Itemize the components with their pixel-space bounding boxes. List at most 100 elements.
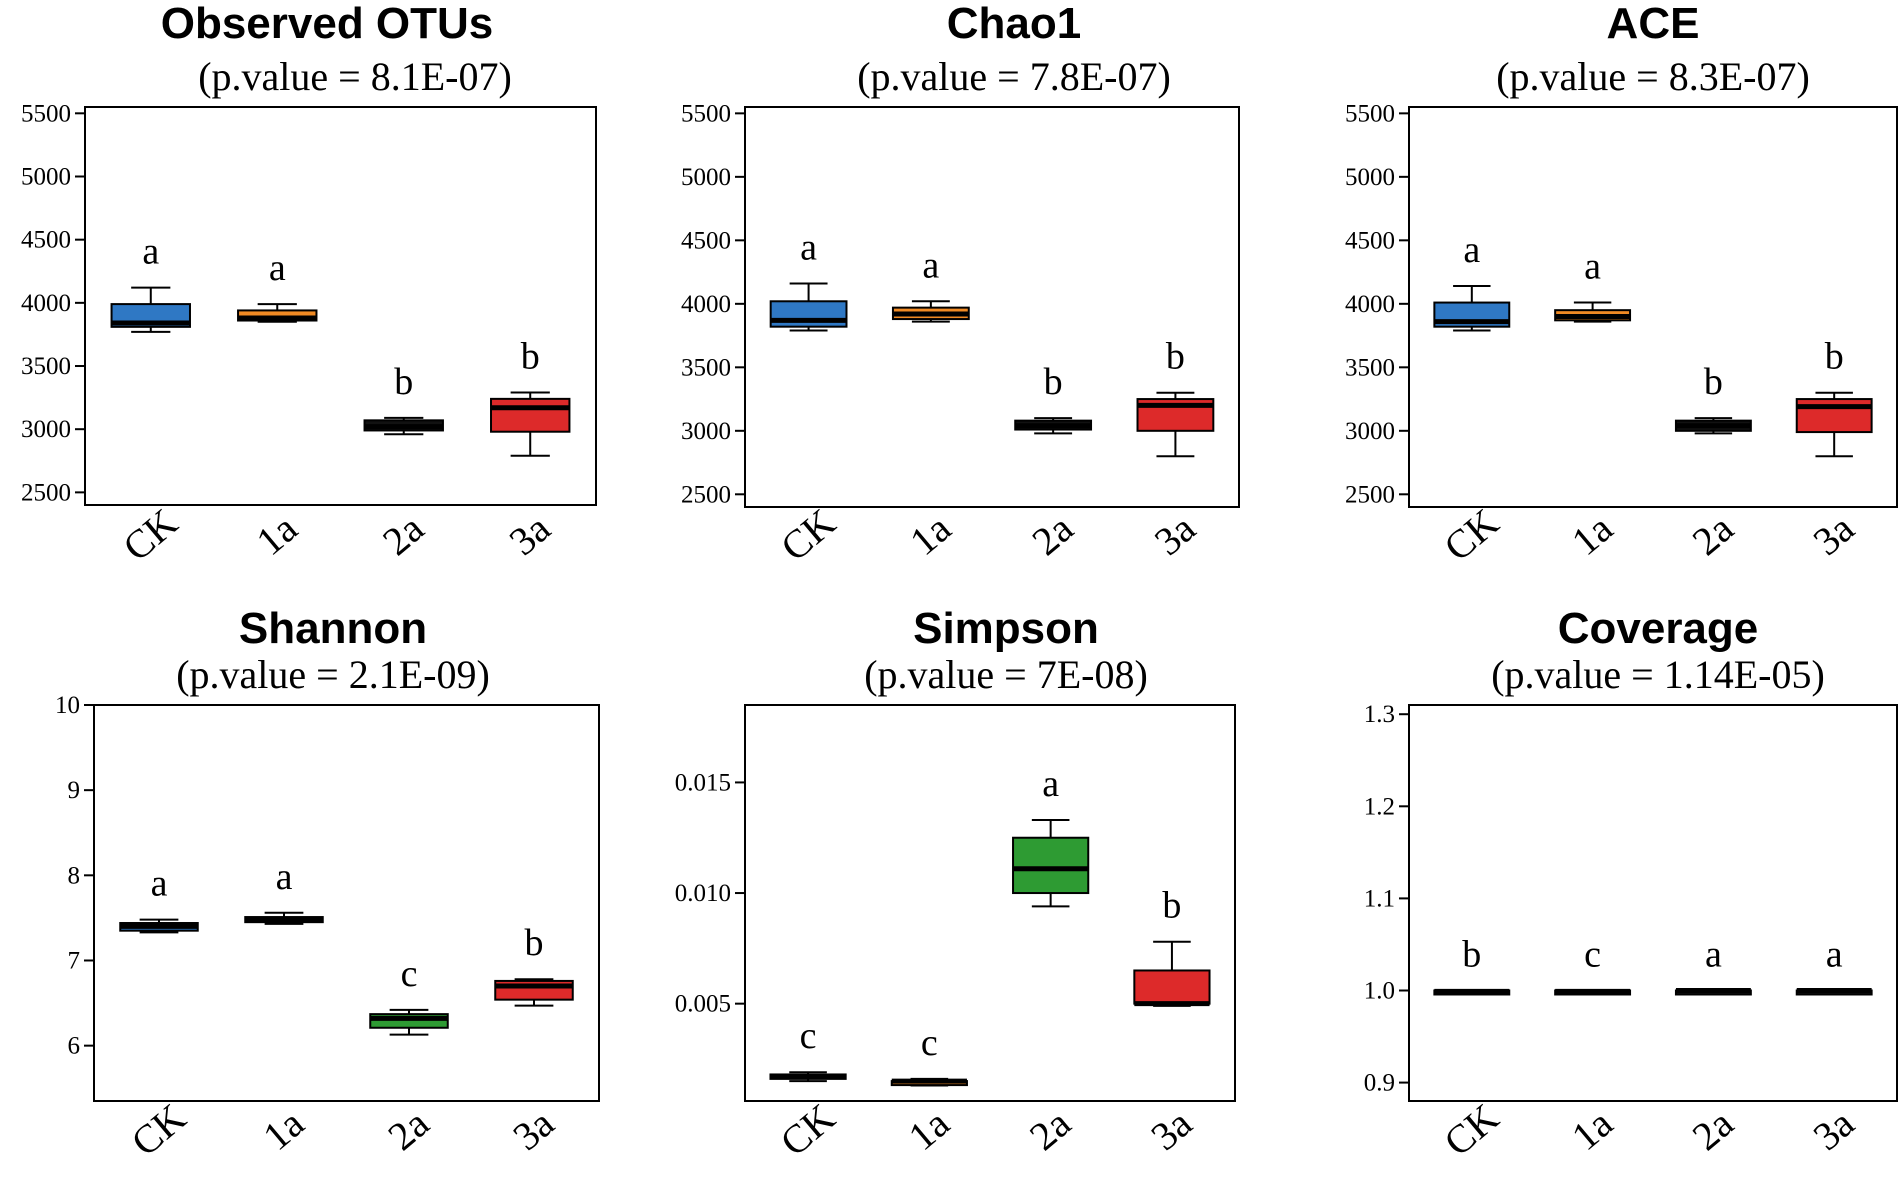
y-tick-label: 2500 [21,479,71,506]
box-2a: a 2a [1674,933,1752,1159]
category-label: CK [1435,499,1507,569]
y-tick-label: 1.2 [1364,793,1395,820]
box-body [769,300,848,328]
y-tick-label: 0.010 [675,880,731,907]
category-label: 3a [1805,1100,1863,1159]
y-tick-label: 4500 [1345,227,1395,254]
panel-title: Coverage [1558,604,1759,653]
y-tick-label: 4000 [1345,291,1395,318]
significance-letter: a [276,856,293,898]
significance-letter: a [1463,229,1480,271]
category-label: 2a [1024,505,1082,564]
significance-letter: c [921,1022,938,1064]
significance-letter: b [1704,361,1723,403]
significance-letter: b [1462,933,1481,975]
y-tick-label: 3500 [21,353,71,380]
category-label: 1a [254,1100,312,1159]
significance-letter: b [1162,885,1181,927]
significance-letter: a [142,231,159,273]
plot-frame [1408,704,1898,1102]
panel-subtitle: (p.value = 2.1E-09) [176,652,490,697]
significance-letter: c [800,1015,817,1057]
plot-frame [744,106,1240,508]
y-tick-label: 3000 [1345,418,1395,445]
y-tick-label: 5000 [1345,164,1395,191]
box-3a: b 3a [1136,336,1215,564]
panel-title: Simpson [913,604,1099,653]
box-3a: b 3a [1795,336,1873,564]
panel-subtitle: (p.value = 7.8E-07) [857,54,1171,99]
y-tick-label: 1.0 [1364,977,1395,1004]
category-label: 1a [1563,505,1621,564]
box-2a: b 2a [1674,361,1752,564]
y-tick-label: 1.3 [1364,701,1395,728]
y-tick-label: 0.015 [675,769,731,796]
y-tick-label: 8 [68,862,81,889]
significance-letter: a [1584,246,1601,288]
box-1a: a 1a [891,244,970,564]
box-body [490,397,571,433]
box-CK: b CK [1433,933,1511,1165]
significance-letter: b [394,361,413,403]
box-1a: a 1a [244,856,324,1159]
y-tick-label: 3000 [21,416,71,443]
box-CK: a CK [110,231,191,570]
panel-4: Shannon(p.value = 2.1E-09) 6 7 8 9 10 a CK a 1a c 2… [55,604,600,1165]
y-tick-label: 5000 [21,163,71,190]
box-2a: c 2a [369,953,449,1159]
panel-subtitle: (p.value = 8.3E-07) [1496,54,1810,99]
box-1a: c 1a [1554,933,1632,1159]
y-tick-label: 3000 [681,418,731,445]
box-CK: a CK [119,863,199,1165]
panel-1: Observed OTUs (p.value = 8.1E-07) 2500 3000… [21,0,597,570]
significance-letter: a [151,863,168,905]
category-label: 2a [1684,1100,1742,1159]
y-tick-label: 9 [68,777,81,804]
plot-frame [744,704,1236,1102]
y-tick-label: 2500 [1345,481,1395,508]
category-label: CK [123,1094,195,1164]
box-2a: b 2a [1014,361,1093,564]
y-tick-label: 4000 [21,290,71,317]
plot-frame [93,704,600,1102]
category-label: 3a [1142,1100,1200,1159]
panel-subtitle: (p.value = 1.14E-05) [1491,652,1825,697]
y-tick-label: 6 [68,1033,81,1060]
panel-3: ACE (p.value = 8.3E-07) 2500 3000 3500 4000 45… [1345,0,1898,570]
category-label: 1a [248,505,306,564]
y-tick-label: 10 [55,692,80,719]
y-tick-label: 4500 [21,227,71,254]
box-3a: b 3a [490,336,571,564]
y-tick-label: 4500 [681,227,731,254]
y-tick-label: 1.1 [1364,885,1395,912]
significance-letter: a [1705,933,1722,975]
significance-letter: a [1826,933,1843,975]
significance-letter: a [922,244,939,286]
significance-letter: a [1042,763,1059,805]
y-tick-label: 3500 [681,354,731,381]
significance-letter: c [401,953,418,995]
panel-2: Chao1 (p.value = 7.8E-07) 2500 3000 3500 4000… [681,0,1240,570]
significance-letter: a [269,247,286,289]
panel-6: Coverage(p.value = 1.14E-05) 0.9 1.0 1.1 1.2… [1364,604,1898,1165]
panel-subtitle: (p.value = 8.1E-07) [198,54,512,99]
box-body [1133,969,1211,1005]
plot-frame [1408,106,1898,508]
significance-letter: a [800,227,817,269]
significance-letter: b [1825,336,1844,378]
box-2a: a 2a [1012,763,1090,1159]
plot-frame [84,106,597,506]
box-CK: c CK [769,1015,847,1165]
y-tick-label: 7 [68,947,81,974]
box-CK: a CK [769,227,848,570]
panel-5: Simpson(p.value = 7E-08) 0.005 0.010 0.015 c… [675,604,1236,1165]
box-body [237,309,318,322]
box-3a: a 3a [1795,933,1873,1159]
y-tick-label: 5500 [21,100,71,127]
y-tick-label: 0.9 [1364,1070,1395,1097]
category-label: 3a [501,505,559,564]
category-label: 3a [1146,505,1204,564]
box-body [1795,398,1873,434]
y-tick-label: 5500 [681,100,731,127]
category-label: CK [1435,1094,1507,1164]
